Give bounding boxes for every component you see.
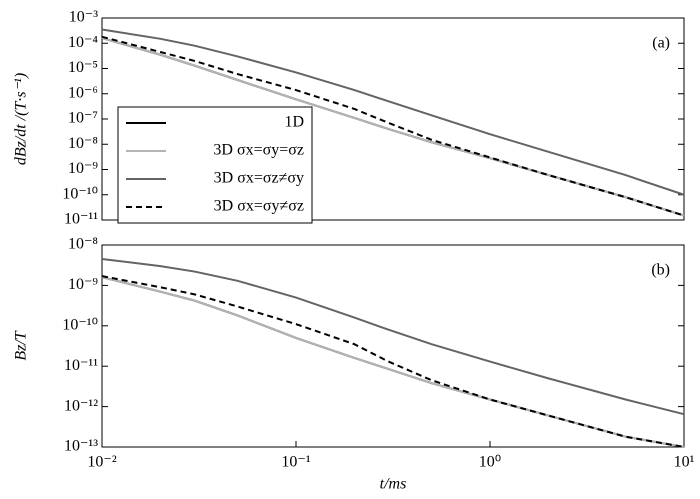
y-axis-label: Bz/T — [13, 330, 30, 360]
x-axis-label: t/ms — [380, 476, 407, 493]
data-line — [101, 258, 685, 416]
panel-label: (b) — [651, 262, 670, 279]
legend-label: 1D — [284, 114, 304, 131]
y-tick-label: 10⁻⁶ — [68, 84, 98, 101]
y-tick-label: 10⁻⁸ — [68, 236, 98, 253]
y-tick-label: 10⁻¹² — [64, 397, 98, 414]
y-tick-label: 10⁻⁷ — [68, 110, 98, 127]
panel-label: (a) — [652, 35, 670, 52]
y-tick-label: 10⁻¹³ — [64, 438, 98, 455]
y-tick-label: 10⁻¹¹ — [64, 357, 98, 374]
y-tick-label: 10⁻⁴ — [68, 34, 98, 51]
legend-label: 3D σx=σy=σz — [213, 142, 304, 159]
data-line — [101, 275, 685, 448]
plot-area — [101, 244, 685, 448]
y-axis-label: dBz/dt /(T·s⁻¹) — [13, 73, 30, 165]
x-tick-label: 10¹ — [674, 454, 695, 471]
legend-label: 3D σx=σz≠σy — [214, 170, 304, 187]
x-tick-label: 10⁰ — [479, 454, 501, 471]
x-tick-label: 10⁻¹ — [281, 454, 310, 471]
data-line — [101, 28, 685, 196]
y-tick-label: 10⁻⁹ — [68, 160, 98, 177]
y-tick-label: 10⁻³ — [69, 9, 98, 26]
data-line — [101, 276, 685, 448]
data-line — [101, 276, 685, 448]
x-tick-label: 10⁻² — [87, 454, 116, 471]
legend-label: 3D σx=σy≠σz — [214, 198, 304, 215]
legend-box — [117, 106, 313, 224]
y-tick-label: 10⁻¹⁰ — [62, 185, 98, 202]
y-tick-label: 10⁻⁹ — [68, 276, 98, 293]
y-tick-label: 10⁻⁸ — [68, 135, 98, 152]
y-tick-label: 10⁻⁵ — [68, 59, 98, 76]
legend: 1D 3D σx=σy=σz 3D σx=σz≠σy 3D σx=σy≠σz — [117, 106, 313, 224]
y-tick-label: 10⁻¹¹ — [64, 211, 98, 228]
y-tick-label: 10⁻¹⁰ — [62, 316, 98, 333]
data-line — [101, 35, 685, 217]
